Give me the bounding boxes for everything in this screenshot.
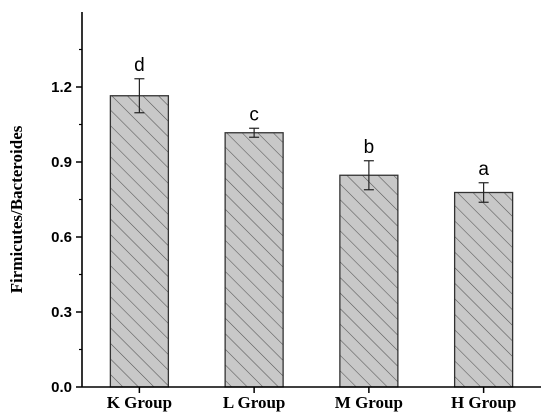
y-tick-label: 0.6	[51, 229, 72, 246]
bar-l-group	[224, 132, 284, 388]
x-tick-label-m-group: M Group	[335, 393, 403, 412]
bars-layer	[109, 95, 514, 388]
significance-letter-d: d	[134, 55, 145, 76]
y-tick-label: 0.9	[51, 154, 72, 171]
y-tick-label: 1.2	[51, 79, 72, 96]
y-axis-title-group: Firmicutes/Bacteroides	[7, 125, 26, 293]
significance-labels-layer: d c b a	[134, 55, 489, 180]
y-ticks-layer: 0.0 0.3 0.6 0.9 1.2	[51, 48, 82, 396]
y-tick-label: 0.0	[51, 379, 72, 396]
bar-h-group	[453, 191, 514, 388]
error-bar-m-group	[363, 160, 374, 191]
error-bar-h-group	[478, 182, 489, 203]
x-labels-layer: K Group L Group M Group H Group	[107, 393, 517, 412]
x-tick-label-h-group: H Group	[451, 393, 516, 412]
bar-m-group	[339, 174, 399, 388]
bar-k-group	[109, 95, 170, 388]
significance-letter-b: b	[364, 137, 375, 158]
x-tick-label-k-group: K Group	[107, 393, 172, 412]
y-axis-title: Firmicutes/Bacteroides	[7, 125, 26, 293]
error-bar-l-group	[249, 127, 260, 138]
error-bar-k-group	[134, 78, 145, 114]
y-tick-label: 0.3	[51, 304, 72, 321]
significance-letter-c: c	[249, 104, 259, 125]
x-tick-label-l-group: L Group	[223, 393, 286, 412]
significance-letter-a: a	[478, 159, 489, 180]
error-bars-layer	[134, 78, 489, 203]
